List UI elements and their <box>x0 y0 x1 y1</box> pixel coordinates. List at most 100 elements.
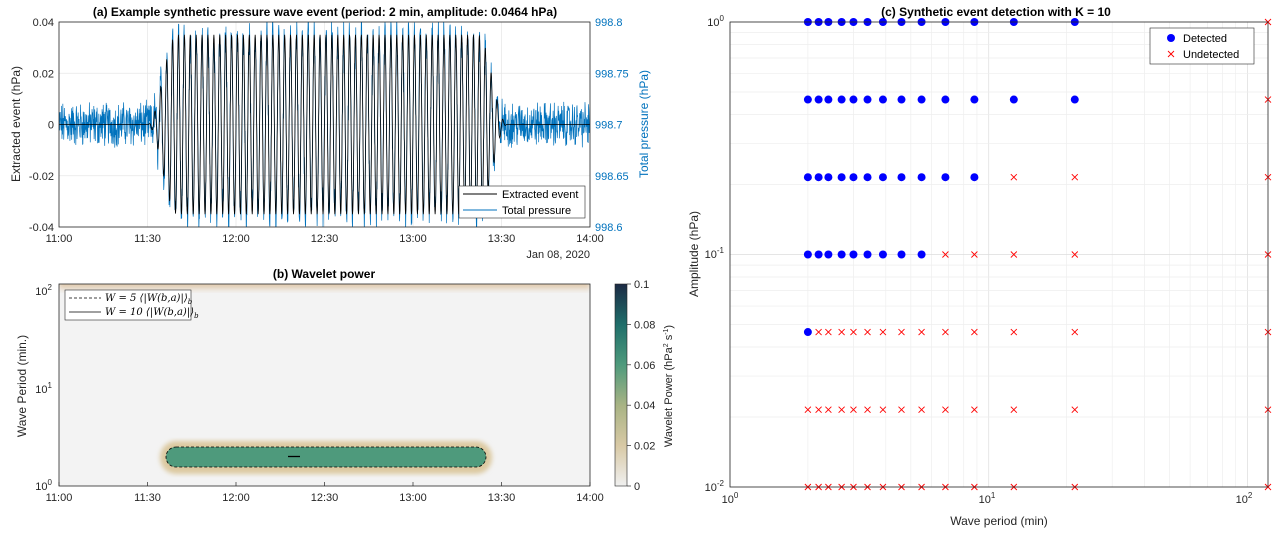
panel-a-xtick-label: 11:00 <box>46 233 73 245</box>
panel-b-ytick-0: 100 <box>35 478 52 493</box>
undetected-point <box>942 251 949 258</box>
panel-a-ylabel-left: Extracted event (hPa) <box>9 66 23 182</box>
panel-c-legend-box <box>1149 27 1255 65</box>
undetected-point <box>918 406 925 414</box>
detected-point <box>803 95 812 104</box>
legend-label-total: Total pressure <box>502 205 571 217</box>
panel-a-ytick-right-label: 998.6 <box>595 222 623 234</box>
panel-a-date-label: Jan 08, 2020 <box>526 249 590 261</box>
detected-point <box>878 250 887 259</box>
detected-point <box>917 250 926 259</box>
detected-point <box>1070 95 1079 104</box>
detected-point <box>863 95 872 104</box>
panel-c-ytick-0: 10-2 <box>705 479 725 494</box>
detected-point <box>941 173 950 182</box>
panel-c-frame <box>729 21 1269 488</box>
colorbar-tick-label: 0.1 <box>634 279 649 291</box>
detected-point <box>824 95 833 104</box>
undetected-point <box>850 328 857 336</box>
panel-b-legend-box <box>64 289 192 321</box>
panel-a-ytick-left-label: 0 <box>48 120 54 132</box>
panel-b-xtick-label: 11:30 <box>134 492 161 504</box>
legend-label-w10: W = 10 ⟨|W(b,a)|⟩b <box>105 307 199 320</box>
panel-a: (a) Example synthetic pressure wave even… <box>9 5 651 261</box>
panel-b-legend: W = 5 ⟨|W(b,a)|⟩b W = 10 ⟨|W(b,a)|⟩b <box>64 289 199 321</box>
detected-point <box>878 95 887 104</box>
legend-label-w5: W = 5 ⟨|W(b,a)|⟩b <box>105 293 193 306</box>
panel-a-ylabel-right: Total pressure (hPa) <box>637 70 651 178</box>
panel-a-ytick-right-label: 998.8 <box>595 17 623 29</box>
undetected-point <box>1010 251 1018 258</box>
undetected-point <box>1071 406 1079 414</box>
panel-a-ytick-right-label: 998.75 <box>595 68 629 80</box>
undetected-point <box>1010 406 1018 414</box>
undetected-point <box>1071 251 1079 258</box>
undetected-point <box>971 251 978 258</box>
undetected-point <box>1010 328 1018 336</box>
panel-b-xtick-label: 13:30 <box>488 492 516 504</box>
undetected-point <box>864 328 871 336</box>
wavelet-contour-5 <box>165 446 487 468</box>
undetected-point <box>1010 173 1018 181</box>
colorbar-tick-label: 0.04 <box>634 400 655 412</box>
panel-b-y-ticks: 100 101 102 <box>35 283 52 493</box>
detected-point <box>917 95 926 104</box>
panel-a-title: (a) Example synthetic pressure wave even… <box>93 5 557 19</box>
undetected-point <box>838 406 845 414</box>
undetected-point <box>825 406 832 414</box>
legend-label-detected: Detected <box>1183 33 1227 45</box>
detected-point <box>803 250 812 259</box>
legend-label-extracted: Extracted event <box>502 189 578 201</box>
panel-c-xlabel: Wave period (min) <box>950 514 1048 528</box>
colorbar <box>614 283 628 487</box>
detected-point <box>897 95 906 104</box>
detected-point <box>863 173 872 182</box>
panel-a-frame <box>58 21 591 228</box>
undetected-point <box>838 328 845 336</box>
detected-point <box>837 173 846 182</box>
detected-point <box>814 95 823 104</box>
panel-a-ytick-right-label: 998.7 <box>595 120 623 132</box>
colorbar-tick-label: 0.08 <box>634 319 655 331</box>
panel-c-legend: Detected Undetected <box>1149 27 1255 65</box>
undetected-point <box>804 406 812 414</box>
colorbar-tick-label: 0.02 <box>634 441 655 453</box>
panel-c-xtick-0: 100 <box>722 491 739 506</box>
panel-a-ytick-left-label: -0.02 <box>29 171 54 183</box>
detected-point <box>970 95 979 104</box>
panel-b-title: (b) Wavelet power <box>273 267 376 281</box>
undetected-point <box>1071 173 1079 181</box>
panel-b-ylabel: Wave Period (min.) <box>15 335 29 437</box>
detected-point <box>837 250 846 259</box>
undetected-point <box>879 406 887 414</box>
extracted-event-series <box>59 34 590 215</box>
panel-b-x-ticks: 11:00 11:30 12:00 12:30 13:00 13:30 14:00 <box>46 482 604 504</box>
panel-a-xtick-label: 13:30 <box>488 233 516 245</box>
panel-b-xtick-label: 14:00 <box>576 492 604 504</box>
panel-a-xtick-label: 12:00 <box>222 233 250 245</box>
panel-a-legend: Extracted event Total pressure <box>458 185 586 219</box>
panel-a-ytick-left-label: -0.04 <box>29 222 54 234</box>
undetected-point <box>942 406 949 414</box>
panel-a-y-ticks-right: 998.6 998.65 998.7 998.75 998.8 <box>595 17 629 234</box>
undetected-point <box>815 328 822 336</box>
panel-a-xtick-label: 12:30 <box>311 233 339 245</box>
detected-point <box>917 173 926 182</box>
panel-a-ytick-right-label: 998.65 <box>595 171 629 183</box>
panel-b-xtick-label: 12:30 <box>311 492 339 504</box>
undetected-point <box>815 406 822 414</box>
undetected-point <box>971 328 978 336</box>
undetected-point <box>825 328 832 336</box>
panel-b-ytick-2: 102 <box>35 283 52 298</box>
undetected-point <box>898 406 905 414</box>
detected-point <box>814 173 823 182</box>
detected-point <box>814 250 823 259</box>
panel-b-xtick-label: 13:00 <box>399 492 427 504</box>
panel-a-y-ticks-left: -0.04 -0.02 0 0.02 0.04 <box>29 17 54 234</box>
detected-point <box>849 95 858 104</box>
panel-c-xtick-1: 101 <box>979 491 996 506</box>
detected-point <box>897 250 906 259</box>
panel-b-xtick-label: 12:00 <box>222 492 250 504</box>
panel-c-title: (c) Synthetic event detection with K = 1… <box>881 5 1111 19</box>
panel-a-xtick-label: 14:00 <box>576 233 604 245</box>
